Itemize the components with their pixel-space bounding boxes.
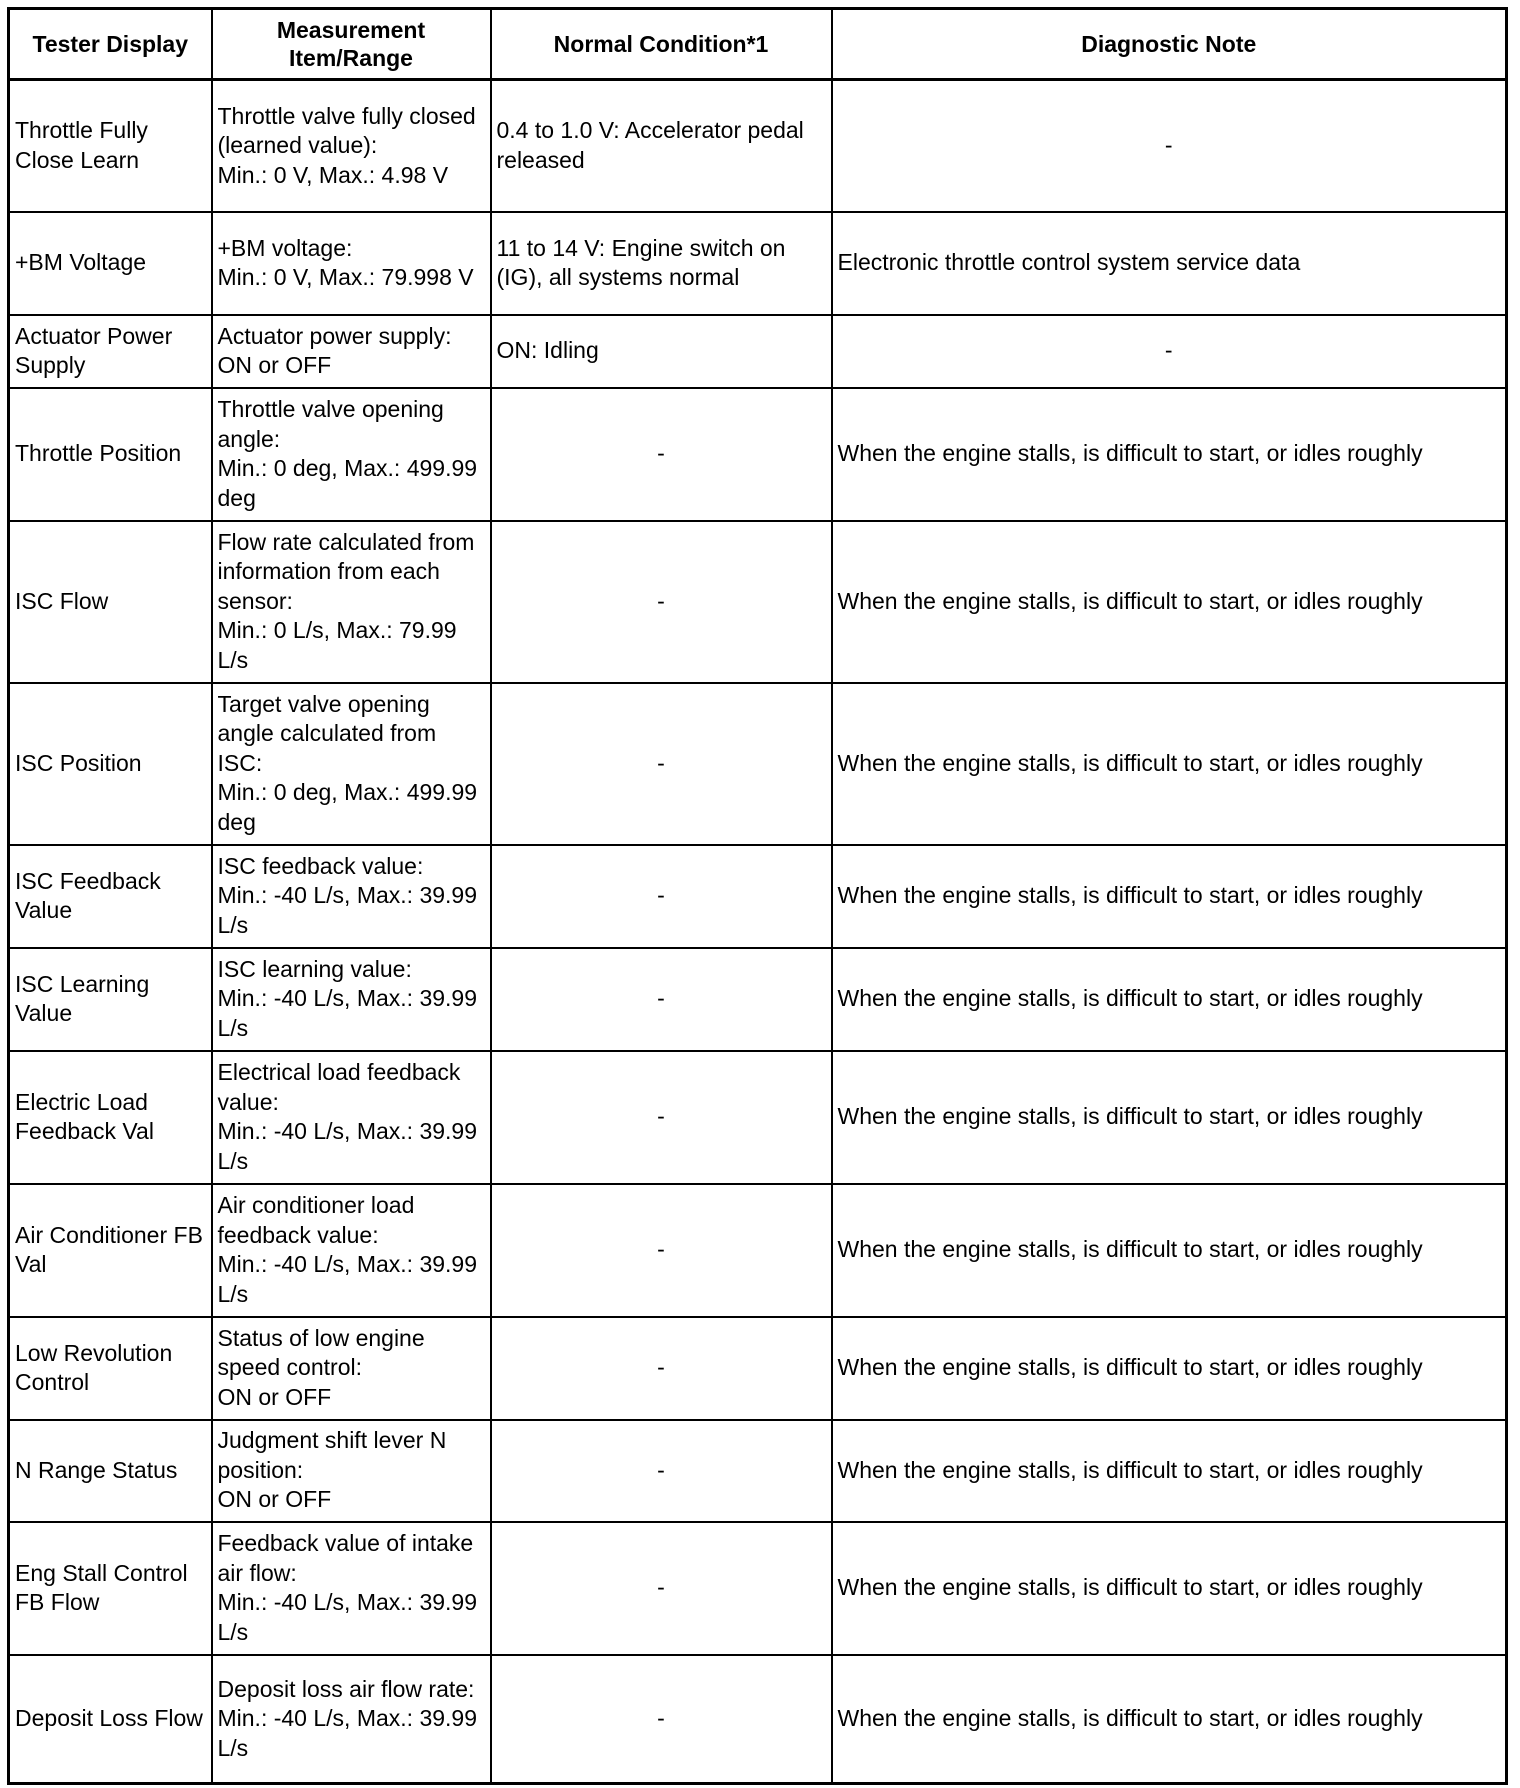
cell-diagnostic-note: When the engine stalls, is difficult to … xyxy=(830,1182,1508,1318)
cell-normal-condition: - xyxy=(489,843,833,949)
table-row: ISC Position Target valve opening angle c… xyxy=(7,681,1508,846)
cell-tester-display: ISC Flow xyxy=(7,519,213,684)
header-diagnostic-note: Diagnostic Note xyxy=(830,7,1508,81)
cell-diagnostic-note: When the engine stalls, is difficult to … xyxy=(830,681,1508,846)
cell-diagnostic-note: When the engine stalls, is difficult to … xyxy=(830,1418,1508,1523)
cell-tester-display: Electric Load Feedback Val xyxy=(7,1049,213,1185)
cell-tester-display: Actuator Power Supply xyxy=(7,313,213,389)
cell-diagnostic-note: When the engine stalls, is difficult to … xyxy=(830,843,1508,949)
cell-measurement-range: Throttle valve opening angle: Min.: 0 de… xyxy=(210,386,492,522)
cell-tester-display: +BM Voltage xyxy=(7,210,213,316)
cell-normal-condition: 11 to 14 V: Engine switch on (IG), all s… xyxy=(489,210,833,316)
table-row: Electric Load Feedback Val Electrical loa… xyxy=(7,1049,1508,1185)
cell-diagnostic-note: When the engine stalls, is difficult to … xyxy=(830,1653,1508,1785)
table-row: ISC Learning Value ISC learning value: Mi… xyxy=(7,946,1508,1052)
cell-diagnostic-note: When the engine stalls, is difficult to … xyxy=(830,1049,1508,1185)
cell-diagnostic-note: When the engine stalls, is difficult to … xyxy=(830,1520,1508,1656)
cell-normal-condition: ON: Idling xyxy=(489,313,833,389)
table-row: Actuator Power Supply Actuator power supp… xyxy=(7,313,1508,389)
cell-tester-display: Throttle Fully Close Learn xyxy=(7,78,213,213)
header-tester-display: Tester Display xyxy=(7,7,213,81)
cell-measurement-range: Air conditioner load feedback value: Min… xyxy=(210,1182,492,1318)
header-measurement-item: Measurement Item/Range xyxy=(210,7,492,81)
cell-normal-condition: - xyxy=(489,519,833,684)
cell-normal-condition: - xyxy=(489,1653,833,1785)
cell-tester-display: Throttle Position xyxy=(7,386,213,522)
cell-tester-display: ISC Feedback Value xyxy=(7,843,213,949)
cell-diagnostic-note: When the engine stalls, is difficult to … xyxy=(830,519,1508,684)
cell-measurement-range: Deposit loss air flow rate: Min.: -40 L/… xyxy=(210,1653,492,1785)
cell-diagnostic-note: - xyxy=(830,78,1508,213)
cell-normal-condition: - xyxy=(489,1315,833,1421)
cell-normal-condition: - xyxy=(489,1418,833,1523)
table-row: Deposit Loss Flow Deposit loss air flow r… xyxy=(7,1653,1508,1785)
cell-normal-condition: - xyxy=(489,1049,833,1185)
cell-measurement-range: Actuator power supply: ON or OFF xyxy=(210,313,492,389)
cell-tester-display: Low Revolution Control xyxy=(7,1315,213,1421)
cell-measurement-range: Feedback value of intake air flow: Min.:… xyxy=(210,1520,492,1656)
cell-measurement-range: Electrical load feedback value: Min.: -4… xyxy=(210,1049,492,1185)
cell-diagnostic-note: When the engine stalls, is difficult to … xyxy=(830,1315,1508,1421)
cell-measurement-range: Judgment shift lever N position: ON or O… xyxy=(210,1418,492,1523)
cell-normal-condition: - xyxy=(489,681,833,846)
cell-measurement-range: Flow rate calculated from information fr… xyxy=(210,519,492,684)
table-row: ISC Flow Flow rate calculated from inform… xyxy=(7,519,1508,684)
cell-measurement-range: ISC feedback value: Min.: -40 L/s, Max.:… xyxy=(210,843,492,949)
table-row: +BM Voltage +BM voltage: Min.: 0 V, Max.:… xyxy=(7,210,1508,316)
cell-measurement-range: ISC learning value: Min.: -40 L/s, Max.:… xyxy=(210,946,492,1052)
cell-tester-display: Eng Stall Control FB Flow xyxy=(7,1520,213,1656)
cell-tester-display: Air Conditioner FB Val xyxy=(7,1182,213,1318)
cell-diagnostic-note: Electronic throttle control system servi… xyxy=(830,210,1508,316)
cell-normal-condition: - xyxy=(489,946,833,1052)
cell-measurement-range: +BM voltage: Min.: 0 V, Max.: 79.998 V xyxy=(210,210,492,316)
table-row: Air Conditioner FB Val Air conditioner lo… xyxy=(7,1182,1508,1318)
cell-tester-display: ISC Learning Value xyxy=(7,946,213,1052)
table-row: Eng Stall Control FB Flow Feedback value … xyxy=(7,1520,1508,1656)
table-row: N Range Status Judgment shift lever N pos… xyxy=(7,1418,1508,1523)
service-data-table: Tester Display Measurement Item/Range No… xyxy=(7,7,1508,1785)
table-row: ISC Feedback Value ISC feedback value: Mi… xyxy=(7,843,1508,949)
cell-measurement-range: Target valve opening angle calculated fr… xyxy=(210,681,492,846)
cell-measurement-range: Throttle valve fully closed (learned val… xyxy=(210,78,492,213)
cell-diagnostic-note: When the engine stalls, is difficult to … xyxy=(830,946,1508,1052)
cell-diagnostic-note: - xyxy=(830,313,1508,389)
cell-normal-condition: - xyxy=(489,1520,833,1656)
cell-tester-display: N Range Status xyxy=(7,1418,213,1523)
table-row: Low Revolution Control Status of low engi… xyxy=(7,1315,1508,1421)
cell-normal-condition: 0.4 to 1.0 V: Accelerator pedal released xyxy=(489,78,833,213)
table-row: Throttle Position Throttle valve opening … xyxy=(7,386,1508,522)
header-row: Tester Display Measurement Item/Range No… xyxy=(7,7,1508,81)
cell-measurement-range: Status of low engine speed control: ON o… xyxy=(210,1315,492,1421)
table-row: Throttle Fully Close Learn Throttle valve… xyxy=(7,78,1508,213)
cell-tester-display: Deposit Loss Flow xyxy=(7,1653,213,1785)
cell-normal-condition: - xyxy=(489,1182,833,1318)
cell-normal-condition: - xyxy=(489,386,833,522)
cell-tester-display: ISC Position xyxy=(7,681,213,846)
cell-diagnostic-note: When the engine stalls, is difficult to … xyxy=(830,386,1508,522)
header-normal-condition: Normal Condition*1 xyxy=(489,7,833,81)
